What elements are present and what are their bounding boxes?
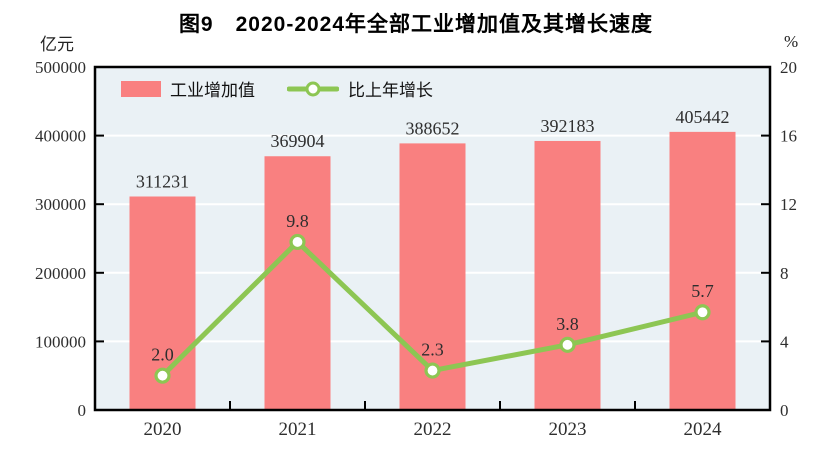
bar	[669, 131, 736, 410]
bar-value-label: 369904	[271, 131, 325, 151]
left-axis-unit-label: 亿元	[40, 35, 74, 54]
right-axis-unit-label: %	[784, 32, 799, 51]
y-tick-label-left: 200000	[35, 264, 86, 283]
x-tick-label: 2020	[144, 419, 182, 440]
bar	[534, 140, 601, 410]
y-tick-label-left: 100000	[35, 332, 86, 351]
legend-bar-swatch-icon	[121, 80, 161, 97]
y-tick-label-right: 12	[780, 195, 797, 214]
bar	[264, 156, 331, 410]
y-tick-label-right: 20	[780, 58, 797, 77]
legend-bar-label: 工业增加值	[170, 81, 255, 100]
point-value-label: 9.8	[286, 211, 309, 231]
bar-value-label: 388652	[406, 118, 460, 138]
plot-frame	[93, 65, 772, 412]
x-tick-label: 2021	[279, 419, 317, 440]
bar-value-label: 405442	[676, 107, 730, 127]
line-marker	[154, 367, 171, 384]
point-value-label: 2.3	[421, 340, 444, 360]
y-tick-label-left: 0	[78, 401, 87, 420]
y-tick-label-left: 300000	[35, 195, 86, 214]
x-tick-label: 2024	[684, 419, 723, 440]
x-tick-label: 2022	[414, 419, 452, 440]
line-marker	[559, 336, 576, 353]
y-tick-label-right: 0	[780, 401, 789, 420]
chart-title: 图9 2020-2024年全部工业增加值及其增长速度	[178, 13, 654, 36]
y-tick-label-right: 4	[780, 332, 789, 351]
y-tick-label-right: 8	[780, 264, 789, 283]
line-marker	[289, 233, 306, 251]
line-marker	[694, 304, 711, 321]
y-tick-label-left: 400000	[35, 127, 86, 146]
legend-line-label: 比上年增长	[348, 81, 433, 100]
point-value-label: 3.8	[556, 314, 579, 334]
y-tick-label-left: 500000	[35, 58, 86, 77]
y-tick-label-right: 16	[780, 127, 797, 146]
legend: 工业增加值 比上年增长	[121, 76, 433, 101]
bar-value-label: 311231	[136, 171, 189, 191]
legend-line-sample-icon	[287, 81, 339, 96]
point-value-label: 5.7	[691, 281, 714, 301]
point-value-label: 2.0	[151, 345, 174, 365]
bar-value-label: 392183	[541, 116, 595, 136]
x-tick-label: 2023	[549, 419, 587, 440]
line-marker	[424, 362, 441, 379]
